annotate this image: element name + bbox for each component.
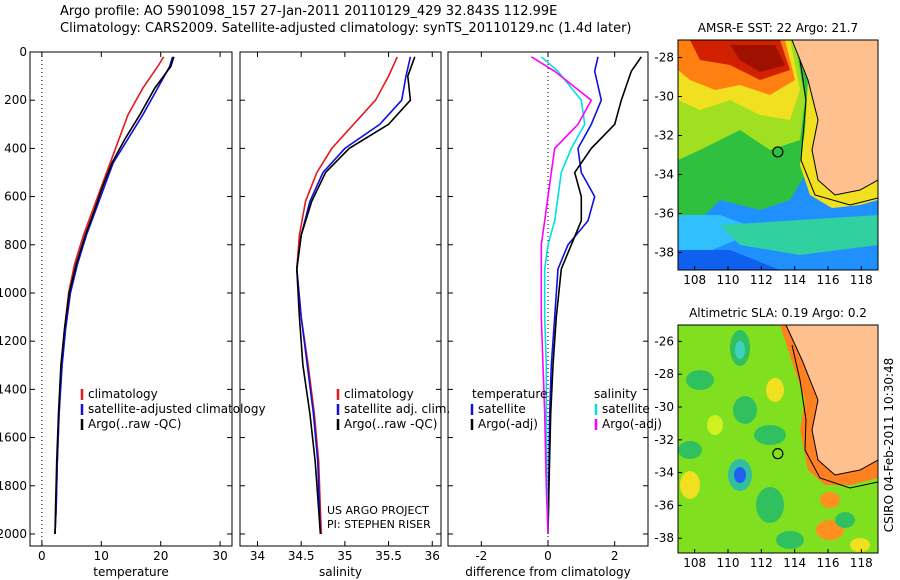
- legend-label: satellite: [602, 402, 650, 416]
- axes-frame: [29, 51, 233, 547]
- x-axis-label: difference from climatology: [465, 565, 631, 579]
- y-tick-label: 1200: [0, 334, 27, 348]
- map-x-tick-label: 118: [850, 556, 873, 570]
- x-tick-label: 10: [94, 549, 109, 563]
- map-y-tick-label: -38: [654, 245, 674, 259]
- map-y-tick-label: -36: [654, 206, 674, 220]
- x-tick-label: 2: [611, 549, 619, 563]
- series-line-climatology: [54, 56, 165, 535]
- legend-label: satellite: [478, 402, 526, 416]
- map-y-tick-label: -28: [654, 367, 674, 381]
- map-y-tick-label: -36: [654, 498, 674, 512]
- map-x-tick-label: 114: [783, 556, 806, 570]
- legend-label: Argo(-adj): [602, 417, 662, 431]
- legend-label: satellite adj. clim.: [344, 402, 450, 416]
- y-tick-label: 1600: [0, 431, 27, 445]
- legend-label: Argo(..raw -QC): [88, 417, 181, 431]
- map-x-tick-label: 114: [783, 273, 806, 287]
- x-tick-label: 0: [544, 549, 552, 563]
- map-x-tick-label: 110: [717, 273, 740, 287]
- series-line-argo-raw-qc-: [54, 56, 175, 535]
- y-tick-label: 400: [4, 141, 27, 155]
- map-y-tick-label: -32: [654, 433, 674, 447]
- map-title: Altimetric SLA: 0.19 Argo: 0.2: [689, 306, 867, 320]
- map-x-tick-label: 108: [683, 556, 706, 570]
- profile-panel-salinity: 34 34.5 35 35.5 36 salinity climatologysatelli…: [239, 51, 450, 579]
- map-x-tick-label: 112: [750, 556, 773, 570]
- x-tick-label: 20: [153, 549, 168, 563]
- series-line-argo-adj-: [530, 56, 593, 535]
- profile-panel-difference-from-climatology: -2 0 2 difference from climatology temperatu…: [447, 51, 662, 579]
- map-y-tick-label: -26: [654, 334, 674, 348]
- map-y-tick-label: -28: [654, 51, 674, 65]
- x-axis-label: temperature: [93, 565, 168, 579]
- y-tick-label: 600: [4, 190, 27, 204]
- x-tick-label: 0: [38, 549, 46, 563]
- series-line-satellite-adj-clim-: [295, 56, 412, 535]
- y-tick-label: 800: [4, 238, 27, 252]
- legend-label: climatology: [344, 387, 414, 401]
- series-line-satellite: [540, 56, 586, 535]
- float-location-marker: [772, 448, 784, 460]
- y-tick-label: 1800: [0, 479, 27, 493]
- map-y-tick-label: -30: [654, 400, 674, 414]
- map-x-tick-label: 112: [750, 273, 773, 287]
- legend-label: climatology: [88, 387, 158, 401]
- x-tick-label: -2: [475, 549, 487, 563]
- sst-map: AMSR-E SST: 22 Argo: 21.7 108 110 112 114 116…: [654, 21, 879, 287]
- x-tick-label: 35: [337, 549, 352, 563]
- x-axis-label: salinity: [319, 565, 362, 579]
- y-tick-label: 1000: [0, 286, 27, 300]
- legend-header: salinity: [594, 387, 637, 401]
- pi-label: PI: STEPHEN RISER: [327, 518, 431, 531]
- profile-panel-temperature: 0 10 20 30 temperature 0 200 400 600 800 1000 1200 1…: [0, 45, 266, 579]
- series-line-satellite: [547, 56, 603, 535]
- x-tick-label: 34.5: [288, 549, 315, 563]
- axes-frame: [239, 51, 442, 547]
- x-tick-label: 30: [212, 549, 227, 563]
- series-line-satellite-adjusted-climatology: [54, 56, 174, 535]
- legend-header: temperature: [472, 387, 547, 401]
- map-title: AMSR-E SST: 22 Argo: 21.7: [698, 21, 858, 35]
- x-tick-label: 34: [250, 549, 265, 563]
- map-y-tick-label: -34: [654, 167, 674, 181]
- series-line-argo-raw-qc-: [295, 56, 416, 535]
- map-y-tick-label: -38: [654, 531, 674, 545]
- profile-title: Argo profile: AO 5901098_157 27-Jan-2011…: [60, 4, 558, 19]
- legend-label: satellite-adjusted climatology: [88, 402, 266, 416]
- y-tick-label: 2000: [0, 527, 27, 541]
- legend-label: Argo(-adj): [478, 417, 538, 431]
- climatology-title: Climatology: CARS2009. Satellite-adjuste…: [60, 21, 632, 36]
- series-line-climatology: [295, 56, 399, 535]
- sla-map: Altimetric SLA: 0.19 Argo: 0.2 108 110 112 1…: [654, 306, 879, 570]
- map-x-tick-label: 116: [817, 273, 840, 287]
- axes-frame: [447, 51, 649, 547]
- map-x-tick-label: 118: [850, 273, 873, 287]
- map-x-tick-label: 116: [817, 556, 840, 570]
- map-y-tick-label: -34: [654, 466, 674, 480]
- project-label: US ARGO PROJECT: [327, 504, 429, 517]
- float-location-marker: [772, 146, 784, 158]
- x-tick-label: 36: [425, 549, 440, 563]
- map-y-tick-label: -30: [654, 90, 674, 104]
- map-y-tick-label: -32: [654, 129, 674, 143]
- y-tick-label: 200: [4, 93, 27, 107]
- timestamp-label: CSIRO 04-Feb-2011 10:30:48: [882, 358, 896, 533]
- legend-label: Argo(..raw -QC): [344, 417, 437, 431]
- map-x-tick-label: 110: [717, 556, 740, 570]
- y-tick-label: 1400: [0, 382, 27, 396]
- series-line-argo-adj-: [547, 56, 642, 535]
- map-x-tick-label: 108: [683, 273, 706, 287]
- x-tick-label: 35.5: [375, 549, 402, 563]
- y-tick-label: 0: [19, 45, 27, 59]
